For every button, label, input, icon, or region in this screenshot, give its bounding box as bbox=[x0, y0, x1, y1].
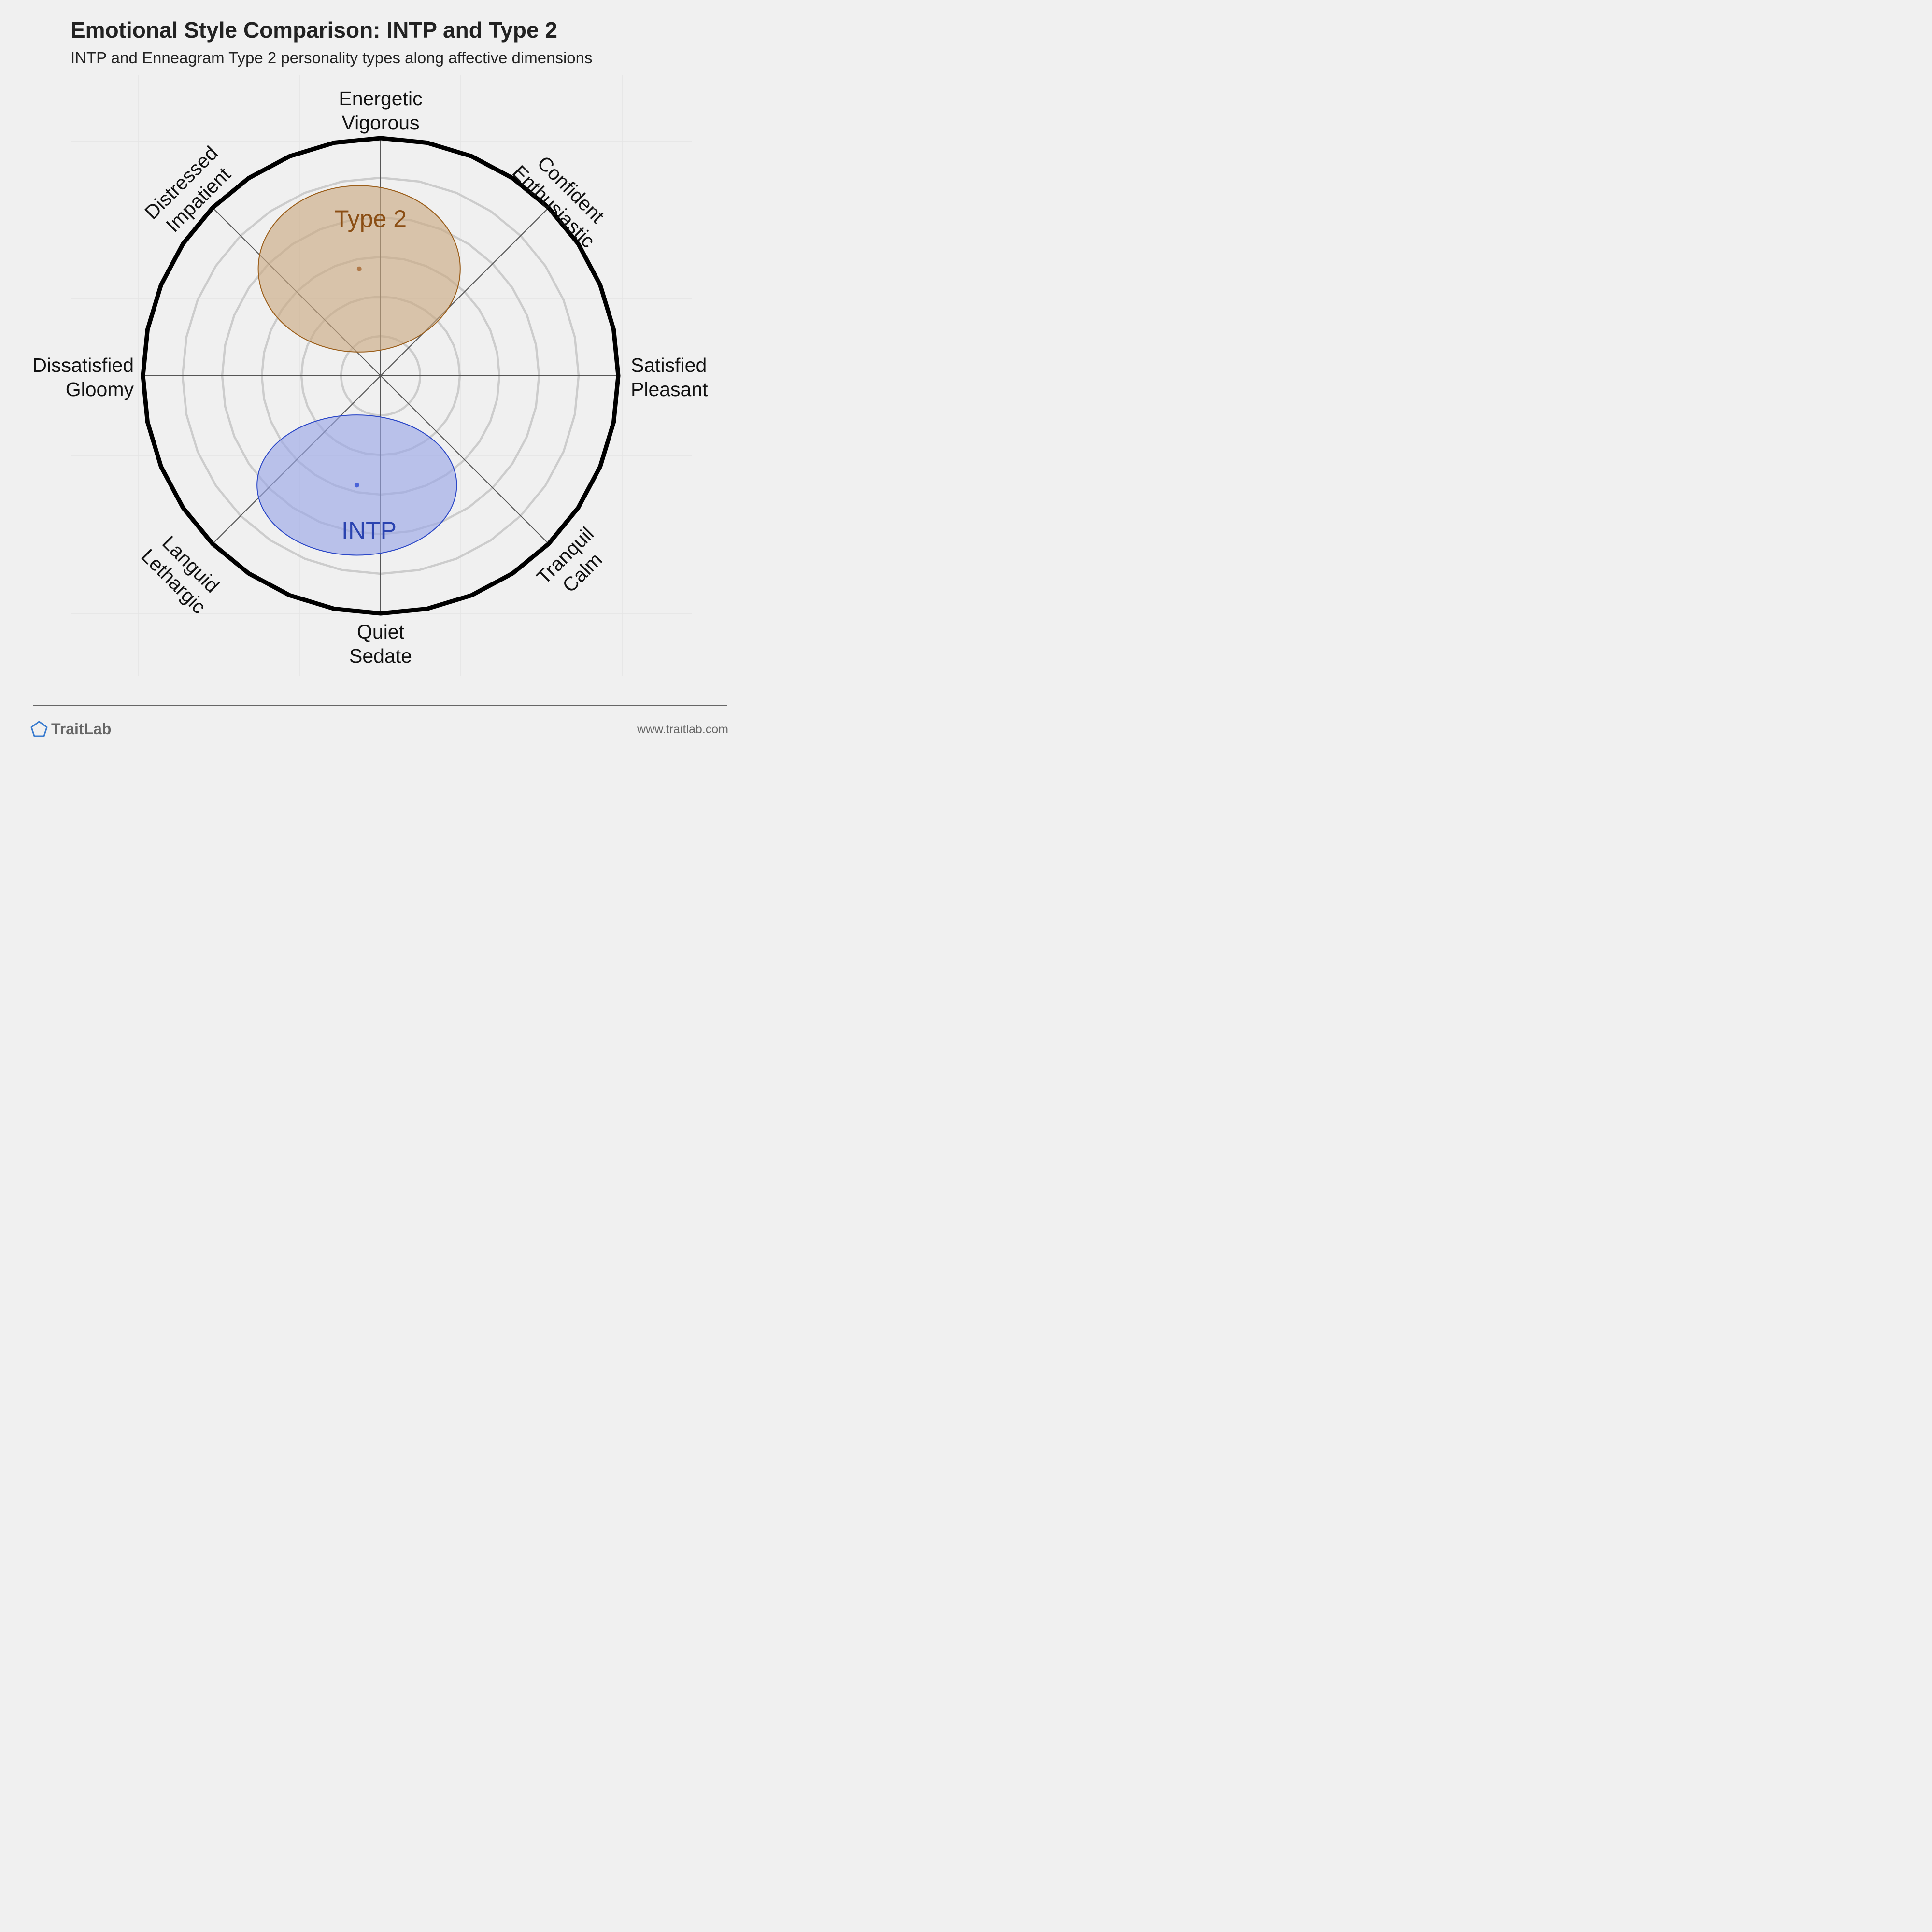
footer-url: www.traitlab.com bbox=[637, 723, 728, 736]
axis-label-energetic-line-0: Energetic bbox=[339, 87, 422, 110]
background bbox=[0, 0, 757, 757]
series-center-dot-0 bbox=[356, 266, 362, 271]
axis-label-satisfied-line-1: Pleasant bbox=[631, 378, 708, 400]
series-center-dot-1 bbox=[354, 483, 359, 488]
axis-label-dissatisfied-line-0: Dissatisfied bbox=[32, 354, 134, 376]
axis-label-satisfied-line-0: Satisfied bbox=[631, 354, 707, 376]
axis-label-dissatisfied-line-1: Gloomy bbox=[66, 378, 134, 400]
axis-label-quiet-line-0: Quiet bbox=[357, 621, 405, 643]
outer-ring bbox=[141, 136, 621, 616]
series-label-1: INTP bbox=[341, 517, 397, 544]
axis-label-quiet-line-1: Sedate bbox=[349, 645, 412, 667]
axis-label-energetic-line-1: Vigorous bbox=[341, 112, 419, 134]
outer-ring-polygon bbox=[141, 136, 621, 616]
series-areas bbox=[256, 185, 461, 556]
chart-subtitle: INTP and Enneagram Type 2 personality ty… bbox=[71, 49, 592, 67]
series-labels: Type 2 INTP bbox=[334, 205, 407, 544]
chart-title: Emotional Style Comparison: INTP and Typ… bbox=[71, 17, 557, 43]
axis-line-confident bbox=[380, 207, 549, 376]
traitlab-logo-icon bbox=[30, 721, 48, 737]
footer-brand: TraitLab bbox=[51, 720, 111, 738]
axis-line-tranquil bbox=[380, 375, 549, 544]
emotional-style-chart: Emotional Style Comparison: INTP and Typ… bbox=[0, 0, 757, 757]
series-label-0: Type 2 bbox=[334, 205, 407, 232]
